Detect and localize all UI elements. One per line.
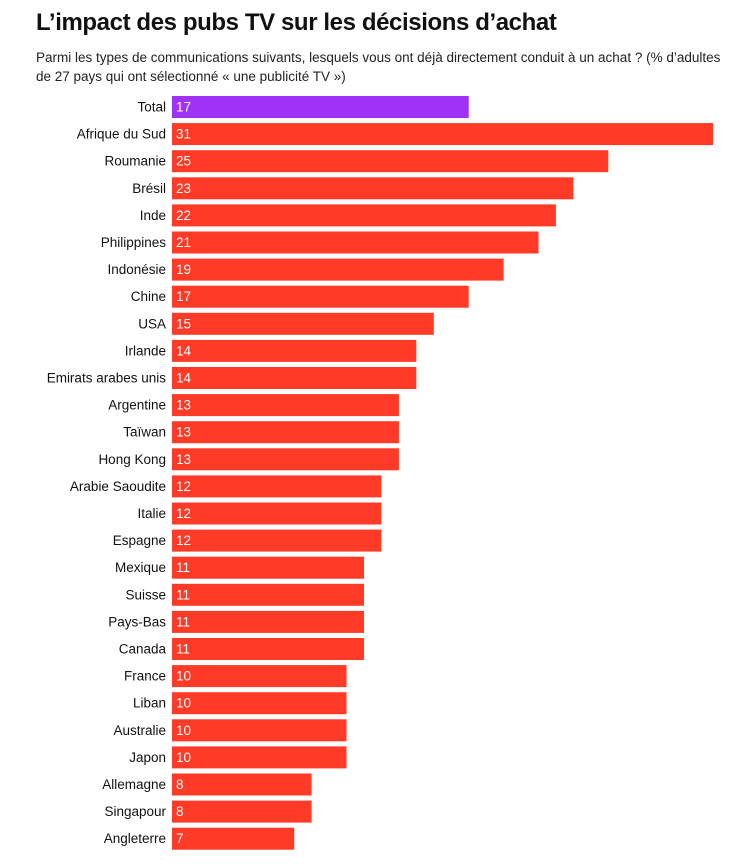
value-label: 10 [176, 696, 191, 711]
bar-19 [172, 610, 364, 633]
value-label: 13 [176, 425, 191, 440]
bar-2 [172, 150, 609, 173]
category-label: Canada [119, 642, 167, 657]
value-label: 23 [176, 181, 191, 196]
chart-subtitle: Parmi les types de communications suivan… [36, 50, 721, 84]
category-label: Singapour [104, 804, 166, 819]
bar-6 [172, 258, 504, 281]
value-label: 10 [176, 750, 191, 765]
value-label: 11 [176, 614, 190, 629]
value-label: 12 [176, 479, 191, 494]
category-label: Inde [140, 208, 166, 223]
value-label: 12 [176, 533, 191, 548]
chart-title: L’impact des pubs TV sur les décisions d… [36, 9, 557, 36]
bar-4 [172, 204, 556, 227]
bar-0 [172, 96, 469, 118]
bar-24 [172, 746, 347, 769]
value-label: 17 [176, 100, 191, 115]
category-label: Angleterre [104, 831, 166, 846]
value-label: 10 [176, 723, 191, 738]
value-label: 13 [176, 452, 191, 467]
category-label: Roumanie [104, 154, 166, 169]
value-label: 25 [176, 154, 191, 169]
value-label: 12 [176, 506, 191, 521]
bar-15 [172, 502, 382, 525]
value-label: 7 [176, 831, 184, 846]
value-label: 11 [176, 642, 190, 657]
value-label: 17 [176, 289, 191, 304]
bar-25 [172, 773, 312, 796]
value-label: 10 [176, 669, 191, 684]
bar-16 [172, 529, 382, 552]
value-label: 8 [176, 804, 184, 819]
bar-3 [172, 177, 574, 200]
value-label: 8 [176, 777, 184, 792]
bar-10 [172, 367, 417, 389]
value-label: 13 [176, 398, 191, 413]
category-label: Emirats arabes unis [47, 371, 167, 386]
category-label: Italie [137, 506, 166, 521]
bar-11 [172, 394, 399, 417]
bar-9 [172, 339, 417, 362]
bar-12 [172, 421, 399, 444]
category-label: Liban [133, 696, 166, 711]
category-label: Irlande [125, 343, 166, 358]
bar-27 [172, 827, 295, 850]
category-label: Pays-Bas [108, 614, 166, 629]
value-label: 11 [176, 560, 190, 575]
bar-1 [172, 123, 713, 146]
category-label: Indonésie [107, 262, 166, 277]
value-label: 22 [176, 208, 191, 223]
value-label: 11 [176, 587, 190, 602]
category-label: Arabie Saoudite [70, 479, 166, 494]
category-label: Japon [129, 750, 166, 765]
bar-26 [172, 800, 312, 823]
category-label: Allemagne [102, 777, 166, 792]
category-label: Australie [113, 723, 166, 738]
bar-18 [172, 583, 364, 606]
category-label: Argentine [108, 398, 166, 413]
bar-14 [172, 475, 382, 498]
category-label: Mexique [115, 560, 166, 575]
value-label: 21 [176, 235, 191, 250]
category-label: Afrique du Sud [77, 127, 166, 142]
bar-17 [172, 556, 364, 579]
bar-22 [172, 692, 347, 715]
bar-5 [172, 231, 539, 254]
category-label: Suisse [125, 587, 166, 602]
category-label: Chine [131, 289, 166, 304]
category-label: France [124, 669, 166, 684]
value-label: 14 [176, 371, 192, 386]
bar-23 [172, 719, 347, 742]
bar-20 [172, 638, 364, 660]
value-label: 15 [176, 316, 191, 331]
category-label: Hong Kong [98, 452, 166, 467]
value-label: 19 [176, 262, 191, 277]
category-label: Brésil [132, 181, 166, 196]
category-label: Philippines [101, 235, 167, 250]
value-label: 14 [176, 343, 192, 358]
category-label: Total [137, 100, 166, 115]
bar-7 [172, 285, 469, 308]
category-label: USA [138, 316, 166, 331]
bar-21 [172, 665, 347, 688]
value-label: 31 [176, 127, 191, 142]
category-label: Taïwan [123, 425, 166, 440]
bar-8 [172, 312, 434, 335]
bar-13 [172, 448, 399, 471]
category-label: Espagne [113, 533, 166, 548]
